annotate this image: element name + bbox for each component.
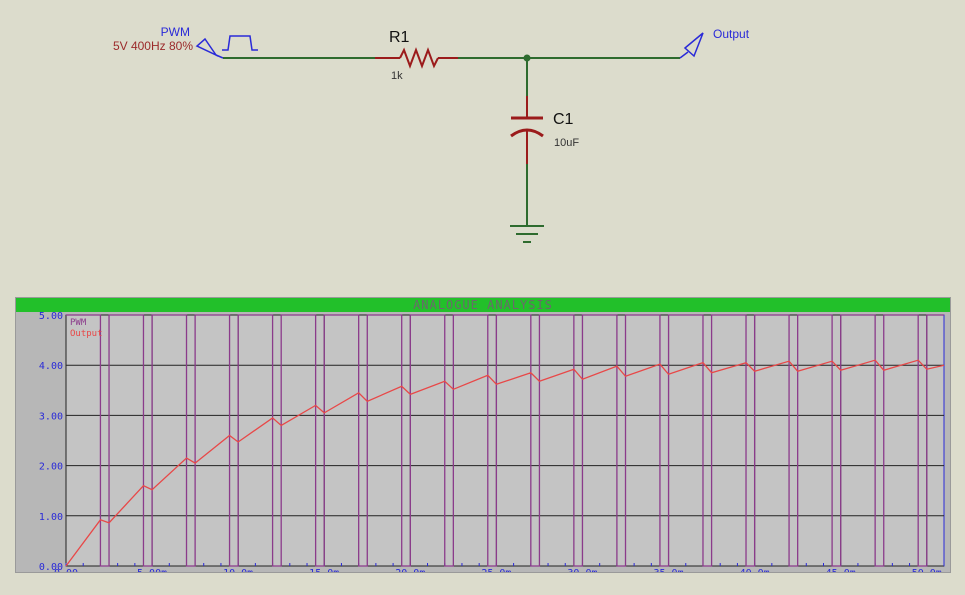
series-output-line (65, 359, 945, 567)
y-tick-label: 4.00 (39, 361, 63, 372)
x-tick-label: 40.0m (740, 568, 770, 572)
x-tick-label: 10.0m (223, 568, 253, 572)
x-tick-label: 45.0m (826, 568, 856, 572)
pwm-generator[interactable]: PWM 5V 400Hz 80% (113, 25, 258, 59)
x-tick-label: 0.00 (54, 568, 78, 572)
r1-value: 1k (391, 70, 403, 82)
junction-dot (523, 54, 531, 62)
pwm-params: 5V 400Hz 80% (113, 39, 193, 53)
series-pwm-line (66, 314, 944, 567)
ground-symbol (510, 225, 544, 243)
output-terminal-arrow (683, 32, 704, 58)
y-tick-label: 3.00 (39, 411, 63, 422)
y-tick-label: 2.00 (39, 462, 63, 473)
analogue-analysis-graph[interactable]: ANALOGUE ANALYSIS 0.00 1.00 2.00 3.00 4.00 5.… (15, 297, 951, 573)
x-tick-label: 5.00m (137, 568, 167, 572)
r1-ref: R1 (389, 29, 410, 46)
x-tick-label: 50.0m (912, 568, 942, 572)
legend-pwm: PWM (70, 318, 87, 328)
r1-zigzag (399, 47, 439, 69)
x-tick-label: 30.0m (567, 568, 597, 572)
capacitor-c1[interactable]: C1 10uF (510, 96, 579, 164)
pwm-label: PWM (161, 25, 190, 39)
pulse-waveform-icon (222, 35, 258, 51)
y-tick-label: 5.00 (39, 311, 63, 322)
c1-ref: C1 (553, 111, 574, 128)
circuit-schematic: PWM 5V 400Hz 80% R1 1k C1 10uF Output (113, 25, 750, 243)
y-tick-label: 0.00 (39, 562, 63, 572)
output-label: Output (713, 27, 750, 41)
graph-plot: 0.00 1.00 2.00 3.00 4.00 5.00 0.00 5.00m 10.0m 15… (39, 311, 945, 572)
c1-value: 10uF (554, 137, 579, 149)
x-tick-label: 25.0m (481, 568, 511, 572)
graph-title: ANALOGUE ANALYSIS (16, 298, 950, 312)
x-tick-label: 15.0m (309, 568, 339, 572)
resistor-r1[interactable]: R1 1k (375, 29, 458, 82)
output-terminal-stub (679, 51, 689, 59)
pwm-terminal-stub (215, 54, 224, 59)
output-terminal[interactable]: Output (679, 27, 750, 59)
x-tick-label: 20.0m (395, 568, 425, 572)
x-tick-label: 35.0m (653, 568, 683, 572)
y-tick-label: 1.00 (39, 512, 63, 523)
pwm-terminal-arrow (195, 37, 219, 57)
legend-output: Output (70, 329, 103, 339)
plot-area (65, 314, 945, 567)
